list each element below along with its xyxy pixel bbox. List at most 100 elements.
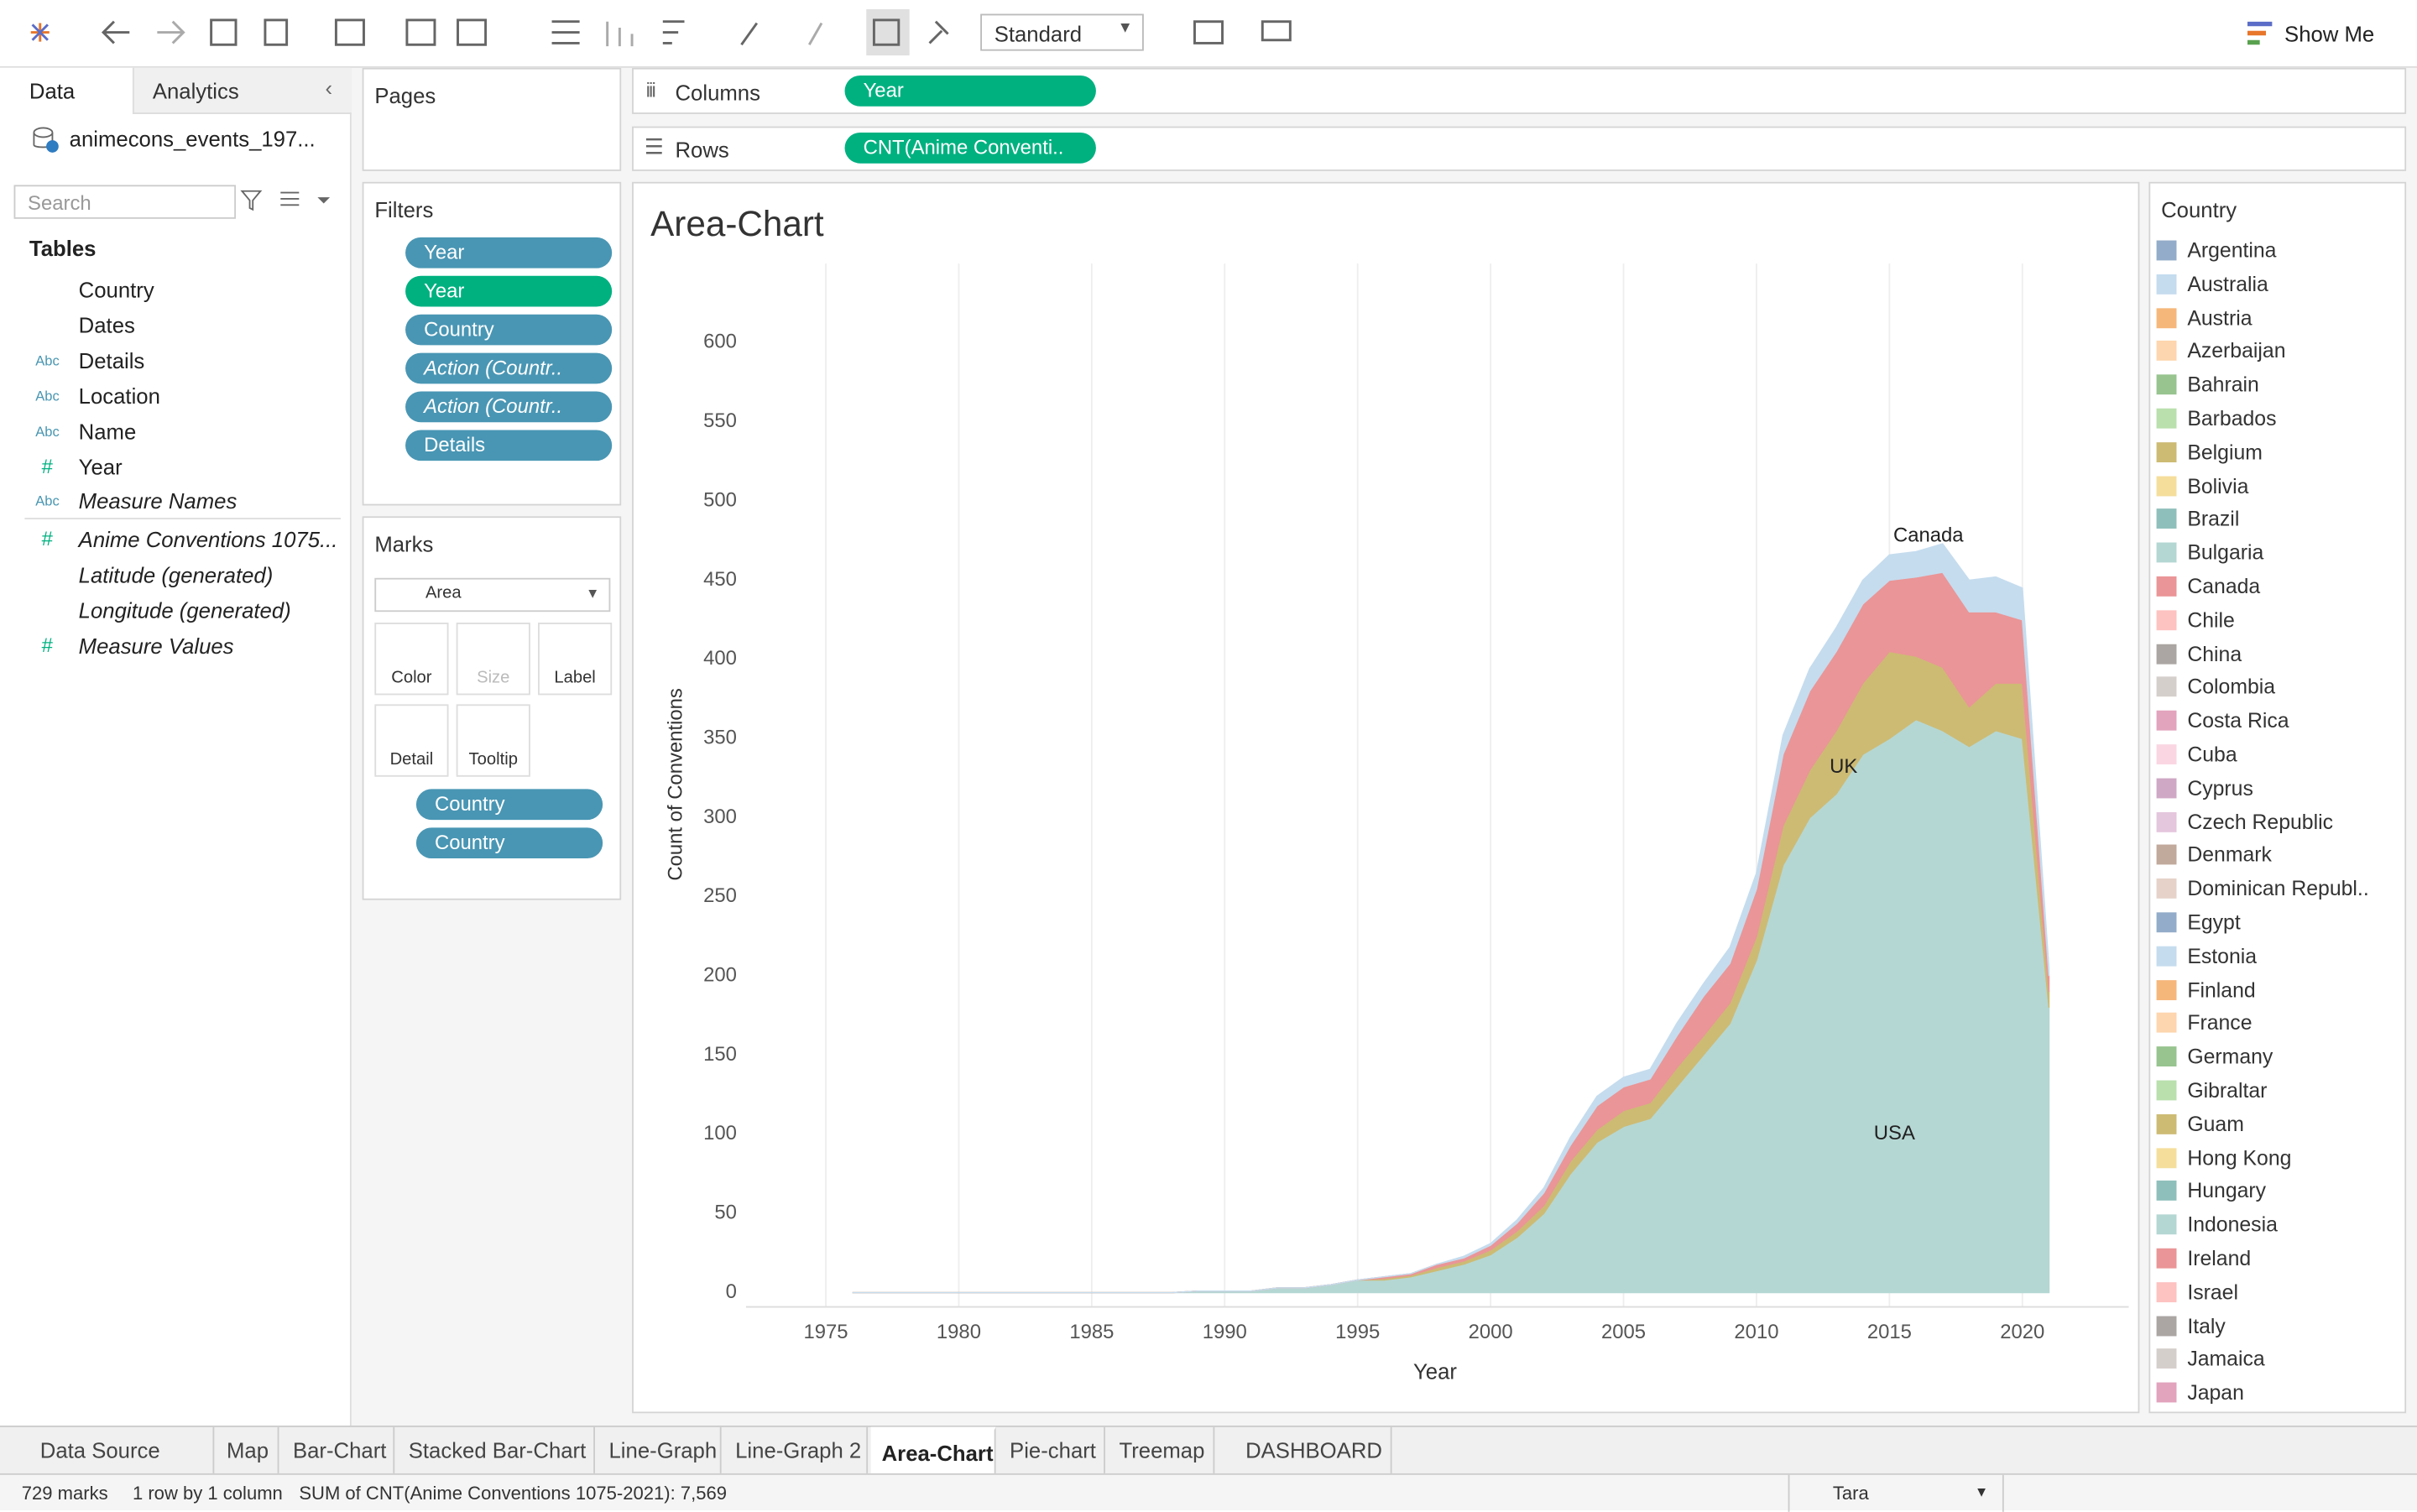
pane-icons [240,190,331,211]
legend-item[interactable]: Azerbaijan [2187,339,2286,363]
legend-swatch [2156,1080,2177,1101]
shelf-icon: ☰ [644,133,664,159]
sheet-tab[interactable]: Data Source [13,1426,215,1473]
legend-swatch [2156,542,2177,563]
sheet-tab[interactable]: Line-Graph [598,1426,722,1473]
field[interactable]: Measure Names [78,488,238,514]
filter-pill[interactable]: Details [405,430,613,461]
marks-button[interactable]: Size [456,623,530,696]
legend-item[interactable]: Jamaica [2187,1348,2265,1371]
sheet-tab[interactable]: Treemap [1109,1426,1215,1473]
marks-pill[interactable]: Country [415,827,603,859]
marks-button[interactable]: Tooltip [456,704,530,777]
sheet-tab[interactable]: Line-Graph 2 [724,1426,869,1473]
sheet-tab[interactable]: Pie-chart [999,1426,1105,1473]
data-tab[interactable]: Data [0,67,133,114]
sheet-tab-label: Line-Graph 2 [735,1437,862,1463]
filter-pill[interactable]: Year [405,275,613,307]
user-menu[interactable]: Tara ▼ [1788,1474,2004,1512]
legend-item[interactable]: Japan [2187,1381,2244,1405]
filter-pill[interactable]: Action (Countr.. [405,391,613,423]
field[interactable]: Latitude (generated) [78,562,274,588]
sheet-tabs: Data Source Map Bar-Chart Stacked Bar-Chart… [0,1425,2417,1477]
sheet-tab[interactable]: Stacked Bar-Chart [398,1426,595,1473]
series-label: UK [1830,755,1857,778]
legend-item[interactable]: Hong Kong [2187,1145,2292,1170]
legend-item[interactable]: Indonesia [2187,1212,2278,1237]
marks-button[interactable]: Label [538,623,613,696]
show-me-button[interactable]: Show Me [2244,18,2399,50]
legend-item[interactable]: Hungary [2187,1179,2267,1203]
filter-pill[interactable]: Country [405,314,613,346]
legend-item[interactable]: Egypt [2187,910,2241,935]
field[interactable]: Details [78,347,145,373]
legend-item[interactable]: Bulgaria [2187,541,2264,565]
legend-item[interactable]: Brazil [2187,508,2240,531]
x-tick-label: 2010 [1734,1321,1778,1343]
sheet-tab-label: Line-Graph [608,1437,718,1463]
filter-pill[interactable]: Action (Countr.. [405,352,613,384]
field[interactable]: Dates [78,312,135,338]
legend-swatch [2156,1181,2177,1202]
field[interactable]: Year [78,453,123,479]
legend-item[interactable]: Gibraltar [2187,1078,2268,1103]
field[interactable]: Country [78,277,154,303]
legend-item[interactable]: Belgium [2187,440,2263,464]
marks-pill[interactable]: Country [415,789,603,821]
fit-dropdown[interactable]: Standard ▼ [980,13,1144,51]
legend-item[interactable]: Guam [2187,1112,2244,1136]
marks-button[interactable]: Color [374,623,449,696]
legend-item[interactable]: Cuba [2187,743,2237,766]
datasource-name[interactable]: animecons_events_197... [69,126,316,152]
field[interactable]: Anime Conventions 1075... [78,527,338,553]
shelf-label: Rows [675,137,729,162]
sheet-tab[interactable]: Map [216,1426,279,1473]
x-tick-label: 1995 [1335,1321,1380,1343]
pill[interactable]: Year [844,76,1096,107]
marks-button[interactable]: Detail [374,704,449,777]
legend-swatch [2156,1248,2177,1269]
legend-item[interactable]: Colombia [2187,675,2276,699]
legend-item[interactable]: Chile [2187,608,2235,632]
field[interactable]: Measure Values [78,633,234,659]
mark-type-dropdown[interactable]: Area ▼ [374,577,611,613]
legend-item[interactable]: France [2187,1011,2253,1035]
legend-item[interactable]: Australia [2187,272,2268,296]
legend-item[interactable]: Finland [2187,978,2256,1002]
legend-item[interactable]: Dominican Republ.. [2187,877,2369,900]
filter-pill[interactable]: Year [405,237,613,269]
legend-item[interactable]: Estonia [2187,944,2258,968]
sheet-tab[interactable]: Area-Chart [870,1426,996,1477]
field[interactable]: Location [78,383,160,409]
legend-item[interactable]: Czech Republic [2187,810,2333,833]
legend-item[interactable]: Bahrain [2187,373,2259,397]
y-tick-label: 50 [714,1202,737,1224]
sheet-tab[interactable]: DASHBOARD [1218,1426,1392,1473]
legend-item[interactable]: Italy [2187,1313,2226,1337]
analytics-tab[interactable]: Analytics ‹ [132,67,352,114]
legend-item[interactable]: Costa Rica [2187,709,2289,733]
legend-item[interactable]: Austria [2187,305,2253,330]
x-tick-label: 2005 [1601,1321,1646,1343]
sheet-tab[interactable]: Bar-Chart [282,1426,395,1473]
legend-item[interactable]: Germany [2187,1045,2273,1069]
legend-swatch [2156,1214,2177,1235]
legend-item[interactable]: China [2187,642,2242,665]
legend-item[interactable]: Bolivia [2187,473,2249,498]
legend-item[interactable]: Ireland [2187,1246,2252,1270]
pages-card: Pages [362,67,622,171]
sheet-tab-label: Treemap [1119,1437,1205,1463]
legend-item[interactable]: Israel [2187,1280,2238,1304]
field[interactable]: Longitude (generated) [78,597,291,623]
pill[interactable]: CNT(Anime Conventi.. [844,132,1096,164]
legend-item[interactable]: Denmark [2187,843,2272,867]
legend-item[interactable]: Barbados [2187,406,2277,430]
legend-item[interactable]: Argentina [2187,238,2277,263]
legend-item[interactable]: Cyprus [2187,776,2253,800]
field[interactable]: Name [78,418,137,444]
x-tick-label: 2015 [1867,1321,1912,1343]
legend-item[interactable]: Canada [2187,575,2261,598]
legend-swatch [2156,475,2177,496]
search-box[interactable]: Search [13,185,237,219]
